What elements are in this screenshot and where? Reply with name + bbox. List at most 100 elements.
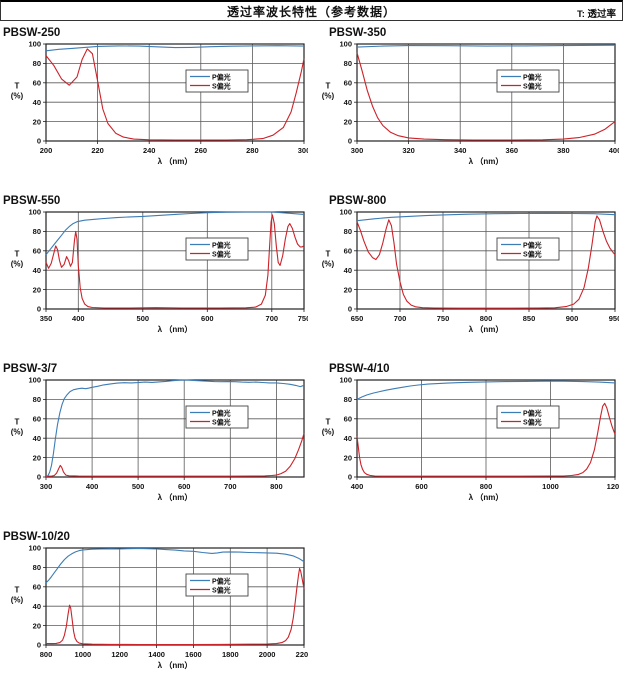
svg-text:200: 200 bbox=[40, 146, 53, 155]
svg-text:λ （nm）: λ （nm） bbox=[469, 324, 504, 334]
svg-text:1000: 1000 bbox=[542, 482, 559, 491]
chart-pbsw-3-7: PBSW-3/7 0 20 40 60 80 100 300 400 500 600 700 800 λ… bbox=[0, 357, 311, 525]
page-header: 透过率波长特性（参考数据） T: 透过率 bbox=[0, 0, 623, 21]
svg-text:80: 80 bbox=[33, 59, 41, 68]
svg-text:60: 60 bbox=[33, 79, 41, 88]
svg-text:500: 500 bbox=[132, 482, 145, 491]
svg-text:(%): (%) bbox=[11, 260, 24, 269]
svg-text:400: 400 bbox=[86, 482, 99, 491]
chart-pbsw-4-10: PBSW-4/10 0 20 40 60 80 100 400 600 800 1000 1200 λ… bbox=[311, 357, 623, 525]
svg-text:λ （nm）: λ （nm） bbox=[158, 156, 193, 166]
svg-text:100: 100 bbox=[28, 40, 41, 49]
svg-text:T: T bbox=[326, 82, 331, 91]
svg-text:320: 320 bbox=[402, 146, 415, 155]
svg-text:P偏光: P偏光 bbox=[523, 408, 542, 417]
chart-plot: 0 20 40 60 80 100 200 220 240 260 280 300 λ （nm） T(%)… bbox=[11, 40, 308, 166]
svg-text:P偏光: P偏光 bbox=[523, 72, 542, 81]
svg-text:1000: 1000 bbox=[75, 650, 92, 659]
svg-text:700: 700 bbox=[394, 314, 407, 323]
svg-text:S偏光: S偏光 bbox=[212, 81, 231, 90]
svg-text:60: 60 bbox=[344, 79, 352, 88]
svg-text:λ （nm）: λ （nm） bbox=[158, 660, 193, 670]
svg-text:80: 80 bbox=[33, 563, 41, 572]
svg-text:60: 60 bbox=[344, 415, 352, 424]
svg-text:600: 600 bbox=[201, 314, 214, 323]
svg-text:80: 80 bbox=[33, 395, 41, 404]
chart-title: PBSW-4/10 bbox=[329, 363, 390, 375]
svg-text:P偏光: P偏光 bbox=[212, 408, 231, 417]
svg-text:280: 280 bbox=[246, 146, 259, 155]
svg-text:(%): (%) bbox=[322, 428, 335, 437]
svg-text:300: 300 bbox=[351, 146, 364, 155]
svg-text:800: 800 bbox=[480, 314, 493, 323]
svg-text:80: 80 bbox=[344, 395, 352, 404]
svg-text:2000: 2000 bbox=[259, 650, 276, 659]
svg-text:0: 0 bbox=[348, 137, 352, 146]
svg-text:20: 20 bbox=[344, 117, 352, 126]
svg-text:40: 40 bbox=[344, 434, 352, 443]
svg-text:0: 0 bbox=[37, 305, 41, 314]
svg-text:900: 900 bbox=[566, 314, 579, 323]
svg-text:800: 800 bbox=[480, 482, 493, 491]
svg-text:20: 20 bbox=[33, 621, 41, 630]
svg-text:350: 350 bbox=[40, 314, 53, 323]
svg-text:0: 0 bbox=[37, 641, 41, 650]
svg-text:λ （nm）: λ （nm） bbox=[158, 492, 193, 502]
svg-text:360: 360 bbox=[506, 146, 519, 155]
svg-text:S偏光: S偏光 bbox=[212, 417, 231, 426]
svg-text:S偏光: S偏光 bbox=[212, 585, 231, 594]
page: { "header": { "title": "透过率波长特性（参考数据）", … bbox=[0, 0, 623, 670]
svg-text:850: 850 bbox=[523, 314, 536, 323]
svg-text:750: 750 bbox=[437, 314, 450, 323]
chart-title: PBSW-250 bbox=[3, 27, 61, 39]
charts-grid: PBSW-250 020406080100200220240260280300λ… bbox=[0, 21, 623, 693]
svg-text:380: 380 bbox=[557, 146, 570, 155]
svg-text:0: 0 bbox=[37, 137, 41, 146]
svg-text:S偏光: S偏光 bbox=[523, 81, 542, 90]
svg-text:80: 80 bbox=[344, 227, 352, 236]
svg-text:400: 400 bbox=[351, 482, 364, 491]
svg-text:650: 650 bbox=[351, 314, 364, 323]
svg-text:700: 700 bbox=[266, 314, 279, 323]
chart-plot: 0 20 40 60 80 100 300 400 500 600 700 800 λ （nm） T(%)… bbox=[11, 376, 305, 502]
svg-text:1600: 1600 bbox=[185, 650, 202, 659]
svg-text:80: 80 bbox=[344, 59, 352, 68]
svg-text:800: 800 bbox=[270, 482, 283, 491]
svg-text:(%): (%) bbox=[322, 92, 335, 101]
svg-text:T: T bbox=[326, 250, 331, 259]
svg-text:100: 100 bbox=[28, 208, 41, 217]
svg-text:300: 300 bbox=[298, 146, 308, 155]
svg-text:750: 750 bbox=[298, 314, 308, 323]
page-title: 透过率波长特性（参考数据） bbox=[226, 4, 396, 19]
chart-pbsw-10-20: PBSW-10/20 0 20 40 60 80 100 800 1000 1200 1400 16… bbox=[0, 525, 311, 693]
svg-text:S偏光: S偏光 bbox=[523, 249, 542, 258]
svg-text:60: 60 bbox=[33, 583, 41, 592]
svg-text:700: 700 bbox=[224, 482, 237, 491]
svg-text:500: 500 bbox=[137, 314, 150, 323]
svg-text:P偏光: P偏光 bbox=[523, 240, 542, 249]
svg-text:340: 340 bbox=[454, 146, 467, 155]
chart-pbsw-350: PBSW-350 0 20 40 60 80 100 300 320 340 360 380 400 λ… bbox=[311, 21, 623, 189]
svg-text:20: 20 bbox=[33, 285, 41, 294]
svg-text:0: 0 bbox=[348, 473, 352, 482]
svg-text:S偏光: S偏光 bbox=[523, 417, 542, 426]
svg-text:T: T bbox=[15, 82, 20, 91]
svg-text:S偏光: S偏光 bbox=[212, 249, 231, 258]
svg-text:40: 40 bbox=[33, 434, 41, 443]
svg-text:P偏光: P偏光 bbox=[212, 240, 231, 249]
svg-text:P偏光: P偏光 bbox=[212, 72, 231, 81]
svg-text:240: 240 bbox=[143, 146, 156, 155]
chart-title: PBSW-800 bbox=[329, 195, 387, 207]
legend-note: T: 透过率 bbox=[576, 9, 616, 20]
svg-text:0: 0 bbox=[348, 305, 352, 314]
svg-text:60: 60 bbox=[344, 247, 352, 256]
svg-text:1400: 1400 bbox=[148, 650, 165, 659]
svg-text:260: 260 bbox=[195, 146, 208, 155]
svg-text:800: 800 bbox=[40, 650, 53, 659]
chart-title: PBSW-3/7 bbox=[3, 363, 58, 375]
svg-text:λ （nm）: λ （nm） bbox=[158, 324, 193, 334]
svg-text:600: 600 bbox=[178, 482, 191, 491]
svg-text:2200: 2200 bbox=[296, 650, 308, 659]
chart-plot: 0 20 40 60 80 100 800 1000 1200 1400 1600 1800 2000 2… bbox=[11, 544, 308, 670]
chart-title: PBSW-550 bbox=[3, 195, 61, 207]
